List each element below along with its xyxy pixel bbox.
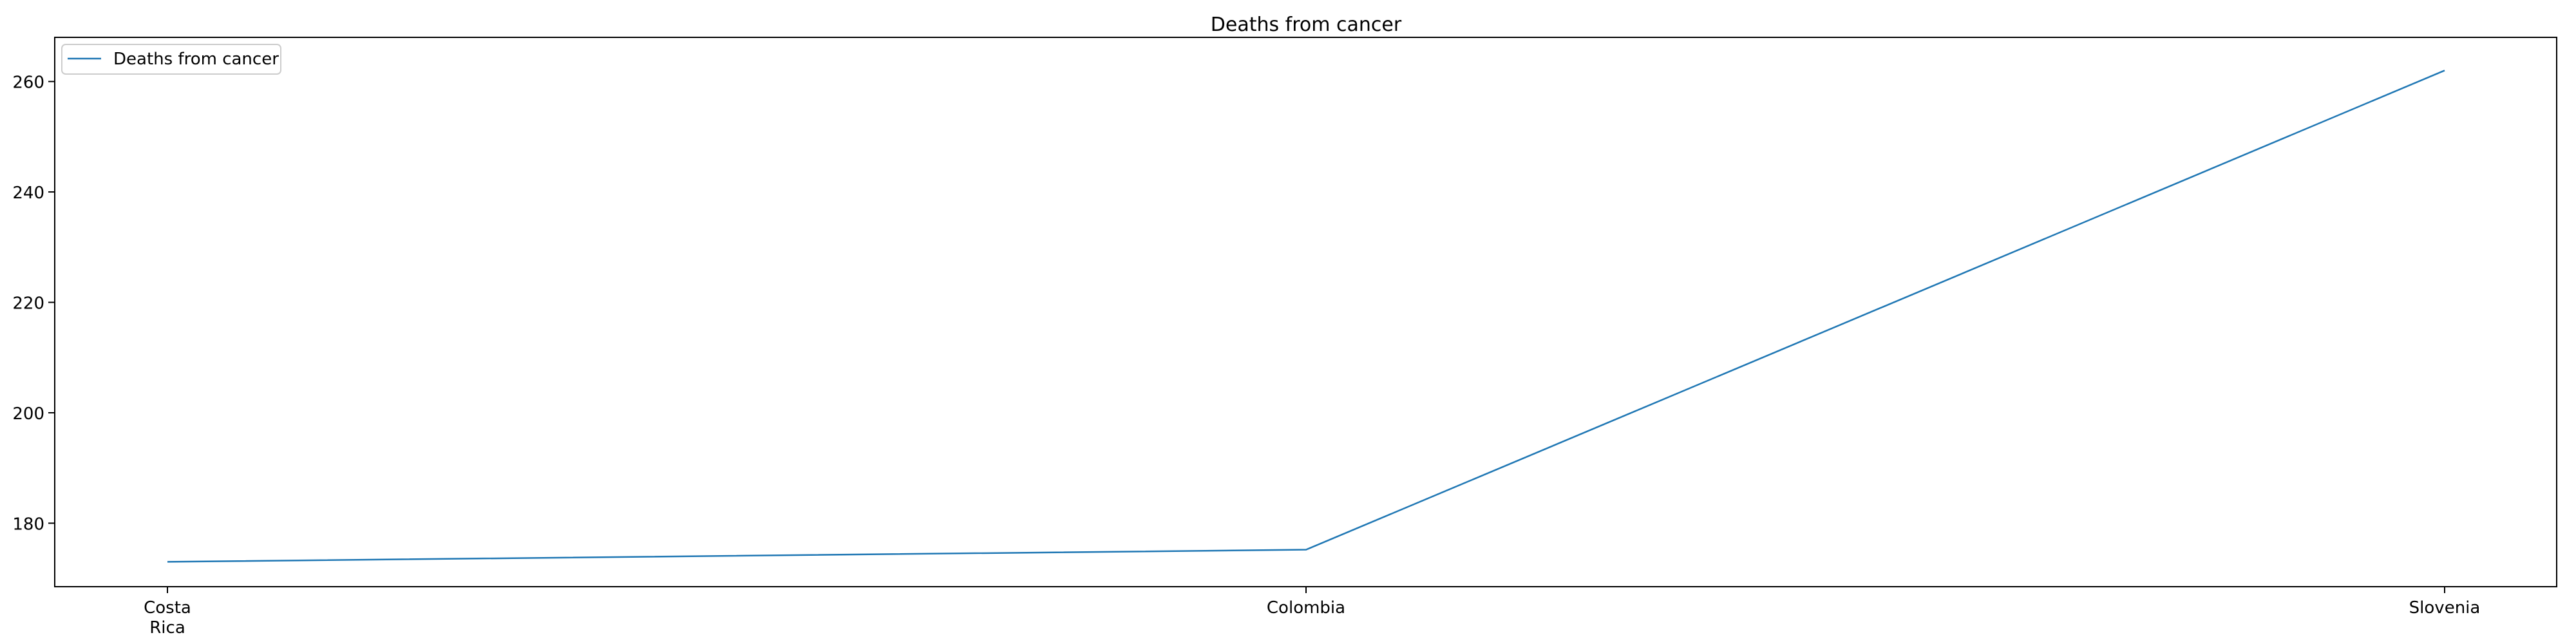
x-tick-label: Slovenia [2409,598,2481,618]
chart-title: Deaths from cancer [1211,14,1402,36]
legend-label: Deaths from cancer [113,50,279,69]
y-tick-label: 200 [12,404,44,424]
y-tick-label: 180 [12,515,44,534]
y-axis: 180 200 220 240 260 [12,73,55,534]
x-axis: Costa Rica Colombia Slovenia [144,587,2480,638]
legend: Deaths from cancer [61,44,281,75]
y-tick-label: 240 [12,184,44,203]
plot-area-frame [54,37,2557,587]
series-layer [167,70,2445,563]
x-tick-label: Colombia [1267,598,1345,618]
y-tick-label: 260 [12,73,44,93]
x-tick-label: Costa Rica [144,598,191,638]
legend-box [61,44,281,75]
y-tick-label: 220 [12,294,44,313]
series-line-deaths-from-cancer [167,70,2445,563]
